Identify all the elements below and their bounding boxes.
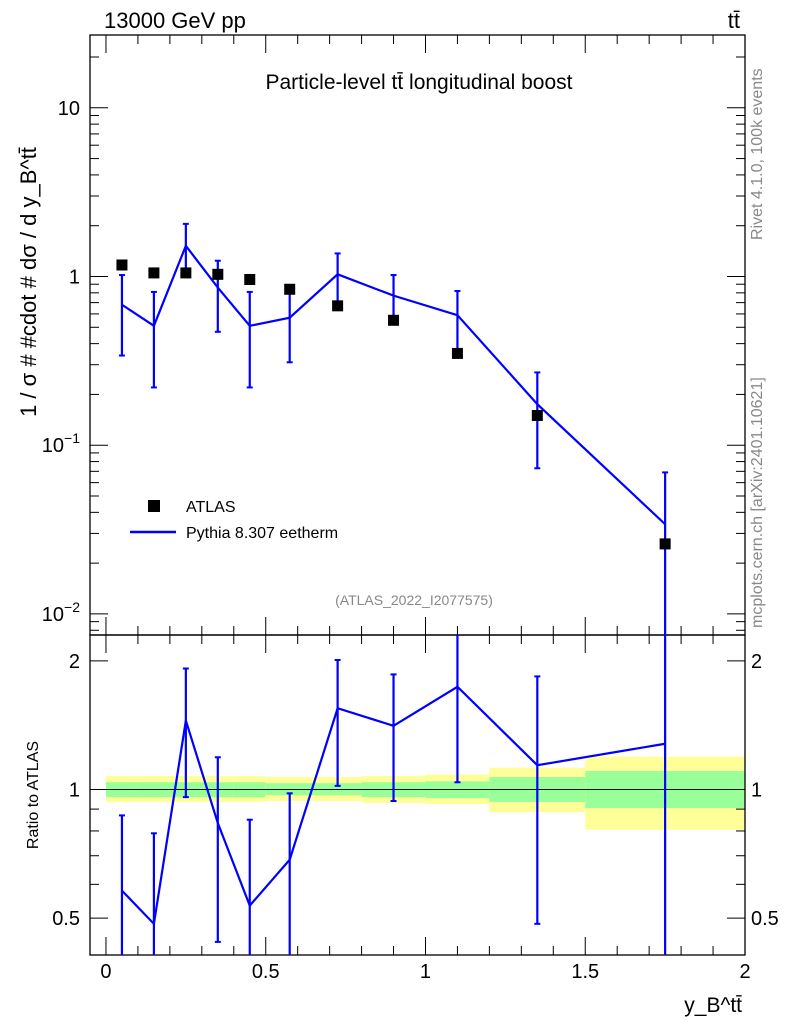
plot-title: Particle-level tt̄ longitudinal boost xyxy=(265,71,572,94)
ratio-y-tick-label-right: 2 xyxy=(751,651,762,673)
x-tick-label: 1 xyxy=(420,961,431,983)
atlas-data-point xyxy=(284,283,296,295)
atlas-data-point xyxy=(531,409,543,421)
main-y-tick-label: 10−2 xyxy=(42,599,80,626)
ratio-plot-marks xyxy=(118,635,667,955)
analysis-watermark: (ATLAS_2022_I2077575) xyxy=(335,592,493,608)
header-energy-label: 13000 GeV pp xyxy=(104,8,246,33)
atlas-data-point xyxy=(244,273,256,285)
atlas-data-point xyxy=(388,314,400,326)
legend-atlas-label: ATLAS xyxy=(186,499,236,516)
atlas-data-point xyxy=(659,538,671,550)
x-tick-label: 0 xyxy=(100,961,111,983)
mcplots-reference-label: mcplots.cern.ch [arXiv:2401.10621] xyxy=(749,377,766,628)
axis-ticks xyxy=(90,35,746,955)
rivet-version-label: Rivet 4.1.0, 100k events xyxy=(749,68,766,240)
main-y-tick-label: 10 xyxy=(58,98,80,120)
main-y-tick-label: 10−1 xyxy=(42,430,80,457)
legend-pythia-label: Pythia 8.307 eetherm xyxy=(186,525,338,542)
atlas-data-point xyxy=(451,347,463,359)
ratio-plot-frame xyxy=(89,634,746,956)
atlas-data-point xyxy=(212,268,224,280)
x-tick-label: 2 xyxy=(739,961,750,983)
main-y-axis-title: 1 / σ # #cdot # dσ / d y_B^tt̄ xyxy=(16,147,41,417)
x-tick-label: 1.5 xyxy=(571,961,599,983)
main-plot-frame xyxy=(89,34,746,636)
ratio-y-axis-title: Ratio to ATLAS xyxy=(25,741,42,849)
ratio-y-tick-label-right: 0.5 xyxy=(751,908,779,930)
atlas-data-point xyxy=(332,300,344,312)
axis-frames xyxy=(89,34,746,956)
header-process-label: tt̄ xyxy=(728,8,740,33)
atlas-data-point xyxy=(116,259,128,271)
legend: ATLAS Pythia 8.307 eetherm xyxy=(130,499,338,542)
x-axis-title: y_B^tt̄ xyxy=(684,994,742,1017)
axis-tick-labels: 0 0.5 1 1.5 2 10 1 10−1 10−2 2 2 1 1 0.5 0.5 xyxy=(42,98,779,983)
main-y-tick-label: 1 xyxy=(69,266,80,288)
ratio-y-tick-label-left: 2 xyxy=(69,651,80,673)
ratio-uncertainty-bands xyxy=(105,756,745,830)
legend-atlas-marker xyxy=(148,500,160,512)
main-plot-marks xyxy=(116,222,671,635)
x-tick-label: 0.5 xyxy=(252,961,280,983)
ratio-y-tick-label-left: 1 xyxy=(69,780,80,802)
atlas-data-point xyxy=(148,267,160,279)
ratio-y-tick-label-left: 0.5 xyxy=(52,908,80,930)
ratio-y-tick-label-right: 1 xyxy=(751,780,762,802)
atlas-data-point xyxy=(180,267,192,279)
